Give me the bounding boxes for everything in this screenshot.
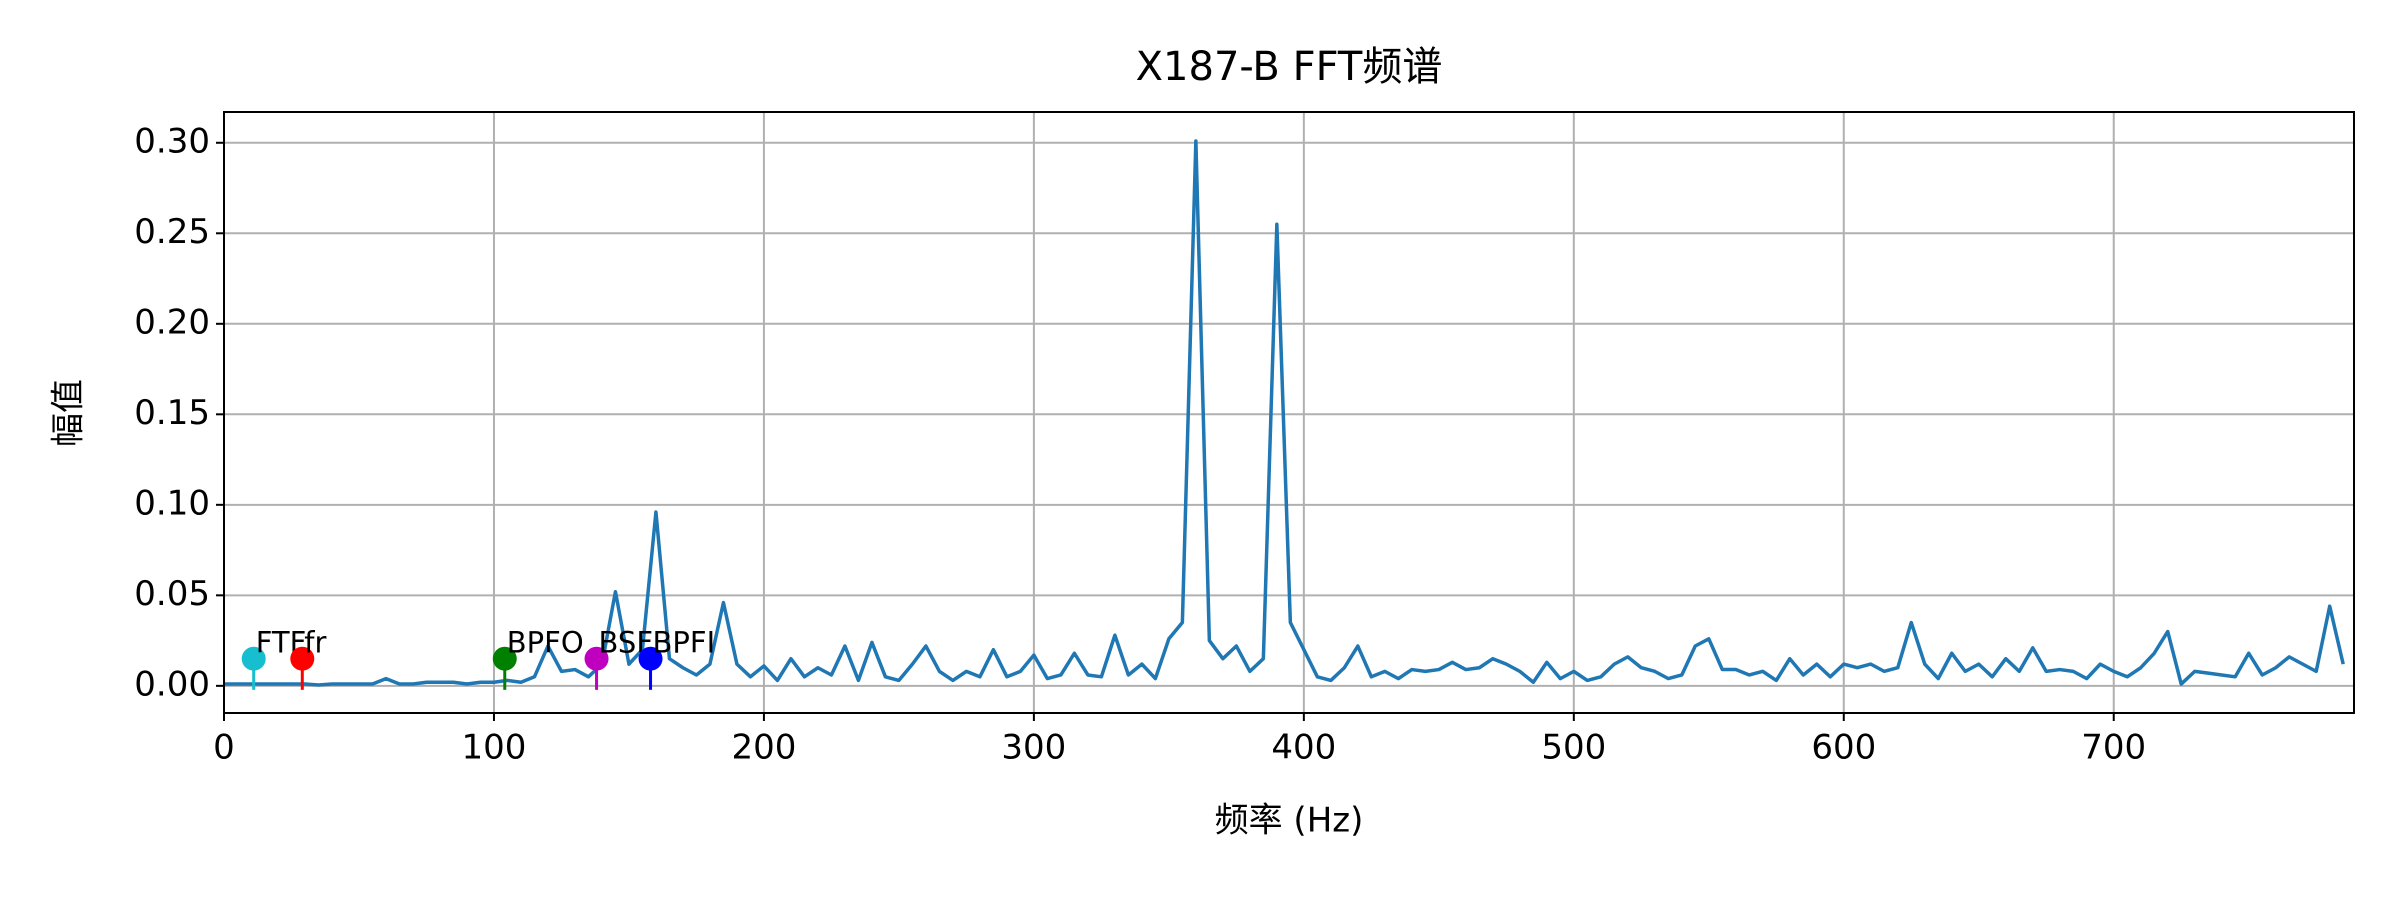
marker-label: BPFO <box>507 626 584 660</box>
x-tick-label: 600 <box>1811 728 1876 768</box>
marker <box>290 646 315 671</box>
x-tick-label: 0 <box>213 728 235 768</box>
x-tick-label: 100 <box>462 728 527 768</box>
marker-label: fr <box>304 626 326 660</box>
plot-frame <box>223 111 2355 714</box>
marker <box>638 646 663 671</box>
marker-label: BPFI <box>653 626 716 660</box>
x-tick-label: 300 <box>1001 728 1066 768</box>
y-tick-label: 0.05 <box>134 574 210 614</box>
y-tick-label: 0.25 <box>134 212 210 252</box>
x-axis-label: 频率 (Hz) <box>1215 801 1364 841</box>
y-tick-label: 0.20 <box>134 302 210 342</box>
y-axis-label: 幅值 <box>49 379 89 447</box>
marker <box>492 646 517 671</box>
marker <box>584 646 609 671</box>
x-tick-label: 500 <box>1541 728 1606 768</box>
y-tick-label: 0.00 <box>134 664 210 704</box>
chart-title: X187-B FFT频谱 <box>1136 44 1443 90</box>
spectrum-line <box>224 139 2345 687</box>
y-tick-label: 0.15 <box>134 393 210 433</box>
x-tick-label: 400 <box>1271 728 1336 768</box>
x-tick-label: 700 <box>2081 728 2146 768</box>
marker <box>241 646 266 671</box>
y-tick-label: 0.10 <box>134 483 210 523</box>
x-tick-label: 200 <box>731 728 796 768</box>
y-tick-label: 0.30 <box>134 121 210 161</box>
